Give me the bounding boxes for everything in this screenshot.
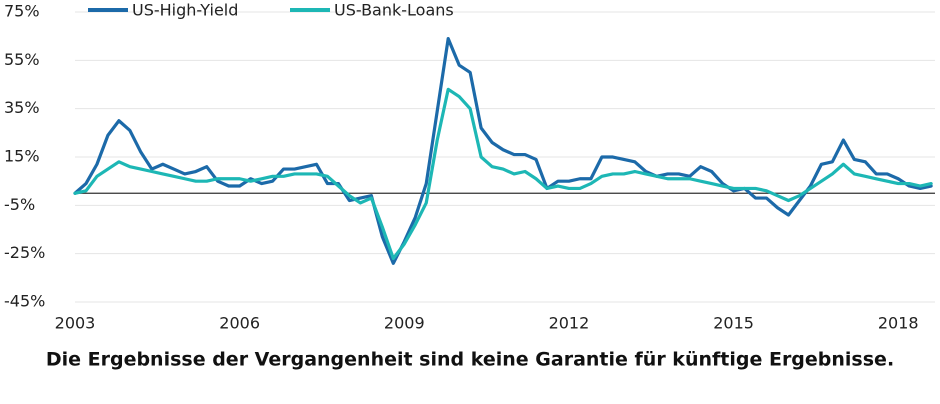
y-tick-label: -5% [4,195,35,214]
legend-label: US-Bank-Loans [334,1,454,20]
x-tick-label: 2012 [549,314,590,333]
legend-label: US-High-Yield [132,1,238,20]
y-tick-label: -45% [4,292,45,311]
x-tick-label: 2009 [384,314,425,333]
y-tick-label: 35% [4,98,40,117]
y-tick-label: 55% [4,50,40,69]
y-tick-label: -25% [4,243,45,262]
x-tick-label: 2003 [55,314,96,333]
footnote: Die Ergebnisse der Vergangenheit sind ke… [46,349,894,371]
x-tick-label: 2006 [219,314,260,333]
y-tick-label: 15% [4,147,40,166]
series-line [73,36,933,265]
x-tick-label: 2015 [713,314,754,333]
y-tick-label: 75% [4,2,40,21]
x-tick-label: 2018 [878,314,919,333]
series-line [73,87,933,261]
